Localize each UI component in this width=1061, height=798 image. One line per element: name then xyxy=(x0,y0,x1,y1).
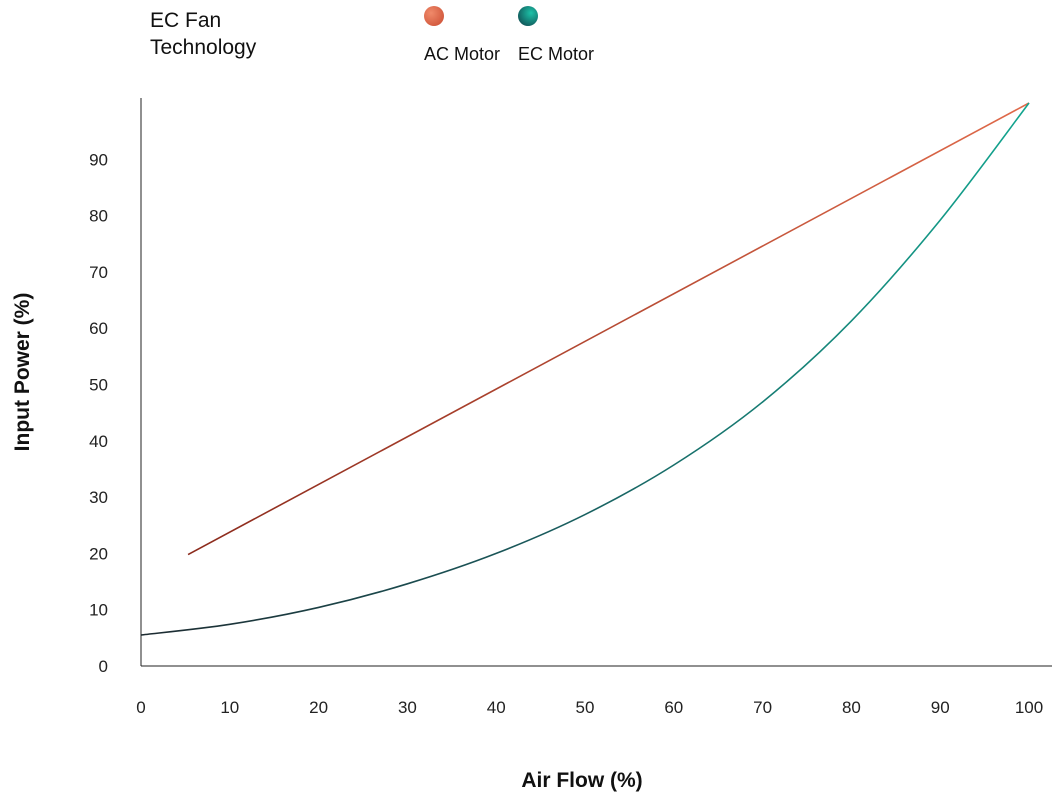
x-tick-label: 30 xyxy=(398,698,417,717)
series-line-ac-motor xyxy=(187,102,1030,556)
x-tick-label: 60 xyxy=(664,698,683,717)
legend-item-ac-motor[interactable]: AC Motor xyxy=(424,4,534,74)
y-tick-label: 40 xyxy=(89,432,108,451)
y-tick-label: 20 xyxy=(89,544,108,563)
x-axis-title: Air Flow (%) xyxy=(521,769,642,792)
y-tick-label: 10 xyxy=(89,601,108,620)
x-tick-label: 40 xyxy=(487,698,506,717)
legend-label-ec-motor: EC Motor xyxy=(518,44,595,64)
x-tick-label: 50 xyxy=(576,698,595,717)
legend-label-ac-motor: AC Motor xyxy=(424,44,501,64)
x-tick-label: 0 xyxy=(136,698,145,717)
y-tick-label: 80 xyxy=(89,207,108,226)
x-axis-ticks: 0 10 20 30 40 50 60 70 80 90 100 xyxy=(136,698,1043,717)
y-axis-ticks: 0 10 20 30 40 50 60 70 80 90 xyxy=(89,150,108,676)
x-tick-label: 80 xyxy=(842,698,861,717)
x-tick-label: 20 xyxy=(309,698,328,717)
x-tick-label: 90 xyxy=(931,698,950,717)
series-layer xyxy=(140,102,1030,636)
y-tick-label: 60 xyxy=(89,319,108,338)
y-tick-label: 90 xyxy=(89,150,108,169)
legend-swatch-ec-motor xyxy=(518,6,538,26)
x-tick-label: 10 xyxy=(220,698,239,717)
y-tick-label: 0 xyxy=(99,657,108,676)
series-line-ec-motor xyxy=(140,102,1030,636)
legend-swatch-ac-motor xyxy=(424,6,444,26)
y-axis-title: Input Power (%) xyxy=(11,293,34,452)
y-tick-label: 50 xyxy=(89,376,108,395)
x-tick-label: 100 xyxy=(1015,698,1043,717)
y-tick-label: 70 xyxy=(89,263,108,282)
x-tick-label: 70 xyxy=(753,698,772,717)
chart-title: EC Fan Technology xyxy=(150,9,257,59)
y-tick-label: 30 xyxy=(89,488,108,507)
legend-item-ec-motor[interactable]: EC Motor xyxy=(518,4,628,74)
